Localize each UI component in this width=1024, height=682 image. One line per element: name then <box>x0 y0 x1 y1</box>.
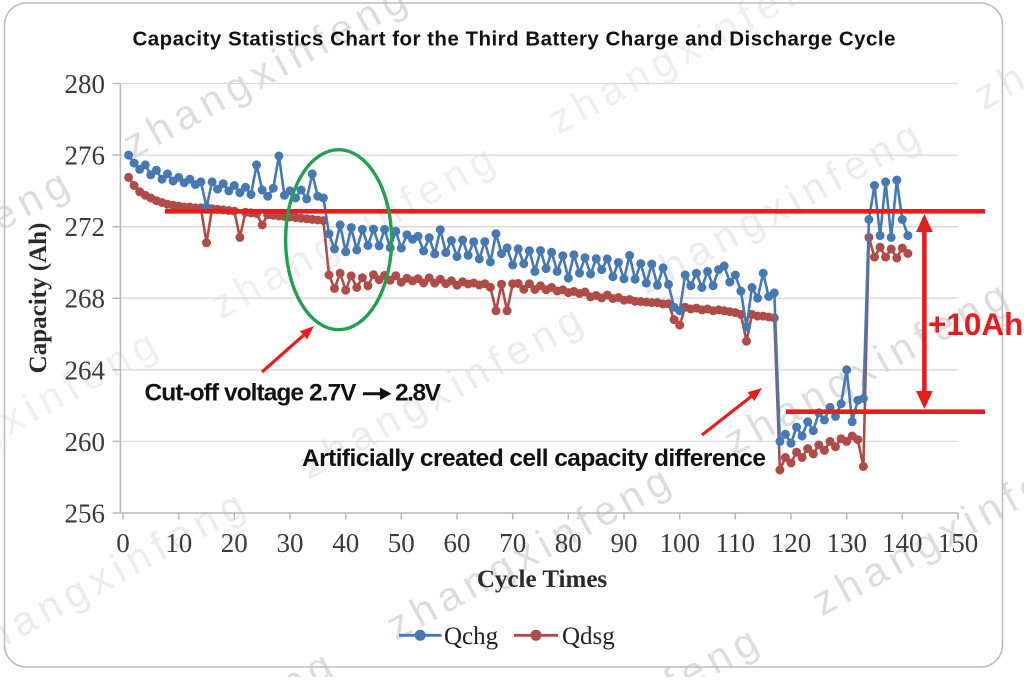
svg-text:150: 150 <box>938 528 979 558</box>
svg-text:268: 268 <box>65 284 106 314</box>
svg-text:272: 272 <box>65 212 106 242</box>
svg-text:70: 70 <box>499 528 526 558</box>
svg-text:+10Ah: +10Ah <box>928 306 1023 342</box>
svg-text:60: 60 <box>444 528 471 558</box>
svg-text:276: 276 <box>65 141 106 171</box>
svg-text:90: 90 <box>611 528 638 558</box>
svg-text:120: 120 <box>771 528 812 558</box>
svg-text:20: 20 <box>221 528 248 558</box>
svg-text:Cut-off voltage 2.7V: Cut-off voltage 2.7V <box>145 380 358 407</box>
svg-text:80: 80 <box>555 528 582 558</box>
svg-text:140: 140 <box>882 528 923 558</box>
svg-text:280: 280 <box>65 69 106 99</box>
svg-text:100: 100 <box>659 528 700 558</box>
svg-text:10: 10 <box>165 528 192 558</box>
svg-text:110: 110 <box>716 528 756 558</box>
svg-text:Cycle Times: Cycle Times <box>477 566 608 593</box>
svg-text:256: 256 <box>65 499 106 529</box>
svg-text:0: 0 <box>116 528 130 558</box>
svg-text:Capacity Statistics Chart for: Capacity Statistics Chart for the Third … <box>133 28 896 51</box>
svg-text:Qdsg: Qdsg <box>562 623 615 650</box>
svg-text:40: 40 <box>332 528 359 558</box>
svg-text:Qchg: Qchg <box>444 623 499 650</box>
svg-text:264: 264 <box>65 355 106 385</box>
svg-text:Artificially created cell capa: Artificially created cell capacity diffe… <box>302 445 766 472</box>
svg-text:130: 130 <box>826 528 867 558</box>
svg-text:2.8V: 2.8V <box>395 380 442 407</box>
svg-text:260: 260 <box>65 427 106 457</box>
svg-text:Capacity (Ah): Capacity (Ah) <box>25 223 52 374</box>
svg-text:30: 30 <box>277 528 304 558</box>
svg-text:50: 50 <box>388 528 415 558</box>
